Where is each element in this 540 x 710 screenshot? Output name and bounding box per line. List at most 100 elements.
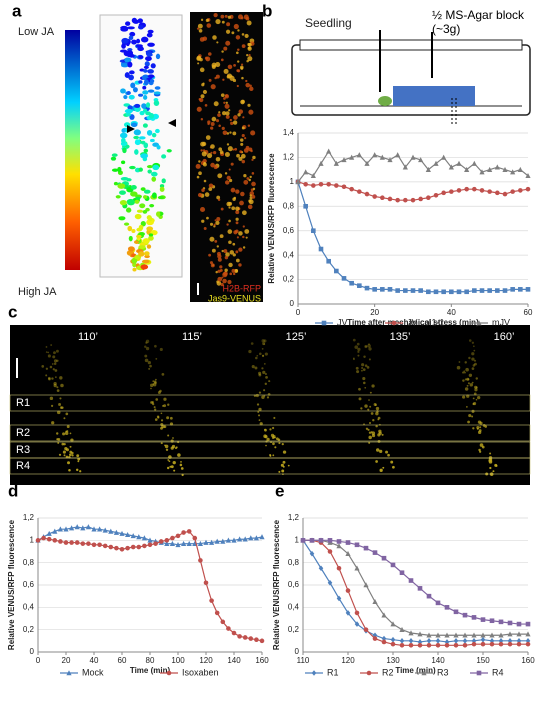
- nucleus: [198, 28, 203, 33]
- nucleus: [224, 103, 230, 109]
- legend-label: JV: [337, 317, 348, 327]
- point: [471, 632, 477, 638]
- cell: [131, 39, 137, 45]
- nucleus: [235, 210, 240, 215]
- nucleus: [215, 74, 220, 79]
- nucleus: [358, 397, 362, 401]
- y-tick-label: 1: [290, 177, 295, 186]
- nucleus: [201, 141, 207, 147]
- nucleus: [198, 171, 202, 176]
- nucleus: [370, 431, 373, 433]
- nucleus: [197, 23, 203, 29]
- point: [507, 620, 513, 626]
- cell: [153, 91, 161, 95]
- cell: [131, 229, 136, 234]
- point: [464, 166, 470, 172]
- cell: [155, 53, 161, 60]
- nucleus: [375, 411, 379, 416]
- point: [426, 632, 432, 638]
- cell: [126, 199, 135, 204]
- x-tick-label: 60: [524, 308, 533, 317]
- cell: [152, 164, 160, 171]
- point: [495, 190, 500, 196]
- nucleus: [465, 406, 468, 408]
- nucleus: [473, 345, 475, 348]
- cell: [144, 61, 150, 67]
- nucleus: [224, 152, 230, 158]
- nucleus: [361, 363, 365, 367]
- point: [333, 160, 339, 166]
- cell: [138, 232, 145, 236]
- nucleus: [462, 379, 465, 382]
- nucleus: [357, 354, 360, 357]
- cell: [128, 35, 134, 41]
- cell: [156, 211, 161, 217]
- nucleus: [245, 79, 248, 83]
- nucleus: [217, 257, 222, 262]
- cell: [128, 235, 133, 242]
- nucleus: [220, 58, 224, 62]
- point: [453, 638, 459, 644]
- nucleus: [168, 455, 172, 459]
- nucleus: [239, 65, 244, 70]
- x-tick-label: 110: [297, 656, 310, 665]
- nucleus: [365, 345, 367, 348]
- cell: [141, 103, 147, 109]
- legend-label: mJV: [492, 317, 510, 327]
- nucleus: [153, 380, 157, 384]
- cell: [130, 191, 138, 197]
- y-tick-label: 1,2: [283, 153, 295, 162]
- legend-label: R3: [437, 667, 449, 677]
- nucleus: [462, 395, 466, 399]
- point: [136, 534, 142, 540]
- x-axis-title: Time (min): [395, 666, 436, 675]
- nucleus: [67, 461, 71, 465]
- x-tick-label: 160: [521, 656, 535, 665]
- point: [364, 285, 370, 291]
- point: [462, 638, 468, 644]
- cell: [127, 225, 133, 232]
- point: [147, 542, 153, 548]
- nucleus: [203, 179, 207, 183]
- nucleus: [219, 150, 224, 155]
- cell: [126, 52, 132, 57]
- point: [395, 197, 400, 203]
- nucleus: [464, 361, 467, 364]
- nucleus: [212, 35, 217, 40]
- nucleus: [235, 217, 239, 221]
- nucleus: [223, 46, 228, 51]
- time-label: 135’: [390, 331, 411, 343]
- nucleus: [241, 44, 246, 48]
- nucleus: [208, 78, 212, 82]
- point: [175, 542, 181, 548]
- scale-label: Low JA: [18, 26, 55, 38]
- cell: [146, 32, 153, 38]
- point: [417, 643, 423, 648]
- point: [311, 228, 316, 234]
- point: [311, 183, 316, 188]
- root-cells: [110, 17, 172, 272]
- cell: [129, 114, 135, 120]
- nucleus: [373, 402, 377, 406]
- nucleus: [258, 419, 261, 422]
- nucleus: [258, 371, 262, 375]
- point: [426, 195, 431, 201]
- point: [425, 166, 431, 172]
- nucleus: [242, 246, 246, 249]
- cell: [147, 69, 154, 74]
- point: [502, 288, 508, 293]
- nucleus: [169, 416, 173, 420]
- cell: [119, 190, 126, 195]
- nucleus: [180, 460, 182, 463]
- nucleus: [59, 397, 62, 400]
- legend-marker: [476, 320, 482, 326]
- point: [525, 641, 531, 647]
- x-tick-label: 20: [62, 656, 71, 665]
- point: [489, 632, 495, 638]
- nucleus: [287, 464, 290, 467]
- cell: [151, 132, 157, 138]
- legend-label: Isoxaben: [182, 667, 219, 677]
- nucleus: [385, 450, 389, 454]
- nucleus: [466, 377, 470, 381]
- nucleus: [368, 441, 371, 444]
